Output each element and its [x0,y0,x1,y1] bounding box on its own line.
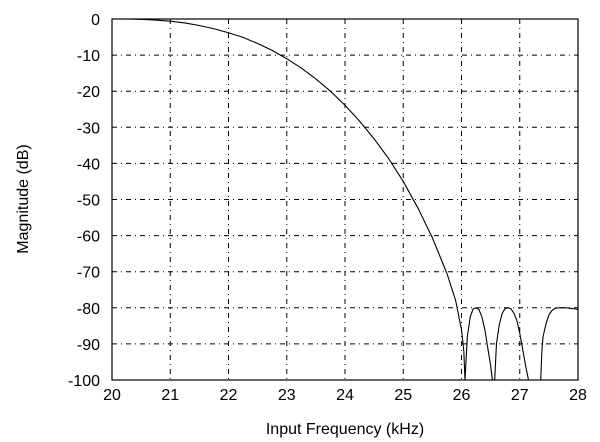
y-tick-label: -30 [77,120,100,137]
y-tick-label: -80 [77,301,100,318]
y-tick-label: -60 [77,229,100,246]
x-tick-label: 26 [453,387,471,404]
x-axis-label: Input Frequency (kHz) [266,421,424,438]
x-tick-label: 28 [569,387,587,404]
x-tick-label: 20 [103,387,121,404]
plot-frame [111,18,579,381]
y-tick-label: -10 [77,48,100,65]
y-axis-label: Magnitude (dB) [15,144,32,253]
x-tick-label: 24 [336,387,354,404]
y-tick-label: -70 [77,265,100,282]
y-tick-label: -90 [77,337,100,354]
y-tick-label: -100 [68,373,100,390]
y-tick-labels: 0 -10 -20 -30 -40 -50 -60 -70 -80 -90 -100 [68,12,100,390]
x-tick-label: 23 [278,387,296,404]
series-line [112,18,579,381]
y-tick-label: -40 [77,156,100,173]
x-tick-label: 21 [161,387,179,404]
y-tick-label: 0 [91,12,100,29]
x-tick-label: 22 [220,387,238,404]
y-tick-label: -50 [77,193,100,210]
x-tick-label: 25 [394,387,412,404]
gridlines [112,19,578,380]
x-tick-label: 27 [511,387,529,404]
x-tick-labels: 20 21 22 23 24 25 26 27 28 [103,387,587,404]
y-tick-label: -20 [77,84,100,101]
